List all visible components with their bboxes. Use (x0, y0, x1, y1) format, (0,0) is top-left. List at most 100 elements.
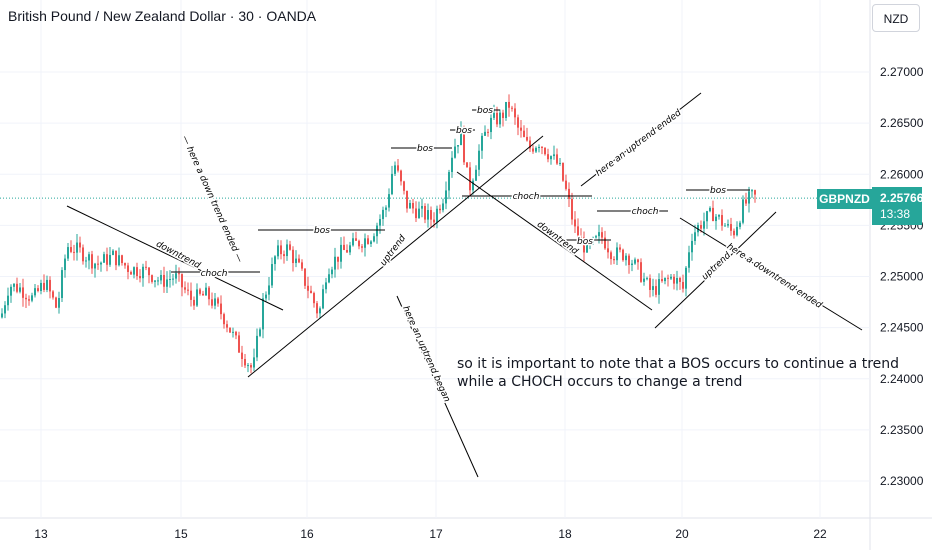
candle-body (148, 267, 150, 276)
candle-body (586, 243, 588, 253)
candle-body (580, 237, 582, 239)
candle-body (262, 298, 264, 330)
candle-body (538, 146, 540, 148)
candle-body (373, 236, 375, 242)
note-line-2: while a CHOCH occurs to change a trend (457, 374, 743, 390)
annotation-line (247, 135, 544, 378)
candle-body (1, 313, 3, 318)
candle-body (754, 190, 756, 195)
candle-body (679, 277, 681, 282)
candle-body (250, 365, 252, 368)
candle-body (643, 278, 645, 282)
currency-button[interactable]: NZD (872, 4, 920, 32)
candle-body (604, 237, 606, 249)
candle-body (85, 260, 87, 262)
candle-body (688, 252, 690, 268)
bar-countdown: 13:38 (880, 207, 911, 221)
candle-body (352, 238, 354, 246)
candle-body (625, 255, 627, 261)
candle-body (79, 242, 81, 248)
candle-body (235, 331, 237, 336)
candle-body (529, 140, 531, 149)
candle-body (121, 255, 123, 264)
candle-body (259, 329, 261, 336)
candle-body (472, 180, 474, 191)
candle-body (58, 297, 60, 308)
bos-label: bos (477, 106, 493, 116)
candle-body (211, 299, 213, 306)
candle-body (568, 188, 570, 199)
candle-body (724, 225, 726, 227)
candle-body (109, 254, 111, 265)
candle-body (514, 108, 516, 118)
candle-body (10, 286, 12, 296)
candle-body (424, 205, 426, 220)
candle-body (463, 127, 465, 163)
candle-body (355, 238, 357, 241)
candle-body (313, 293, 315, 304)
candle-body (499, 112, 501, 125)
candle-body (157, 280, 159, 282)
choch-label: choch (632, 207, 659, 217)
candle-body (664, 277, 666, 282)
candle-body (622, 249, 624, 261)
explanation-note: so it is important to note that a BOS oc… (457, 355, 899, 391)
candle-body (61, 270, 63, 298)
x-tick-label: 17 (429, 527, 443, 541)
candle-body (151, 275, 153, 282)
candle-body (400, 170, 402, 182)
candle-body (253, 357, 255, 368)
candle-body (199, 289, 201, 294)
candle-body (172, 278, 174, 280)
uptrend-label: uptrend (700, 251, 733, 283)
candle-body (742, 199, 744, 223)
candle-body (541, 146, 543, 148)
candle-body (88, 254, 90, 261)
candle-body (379, 219, 381, 226)
candle-body (694, 232, 696, 241)
candle-body (517, 117, 519, 128)
choch-label: choch (513, 192, 540, 202)
candle-body (187, 289, 189, 291)
candle-body (550, 156, 552, 160)
candle-body (286, 244, 288, 257)
candle-body (115, 250, 117, 266)
candle-body (112, 250, 114, 255)
candle-body (526, 136, 528, 141)
candle-body (493, 112, 495, 118)
candle-body (670, 276, 672, 279)
candle-body (139, 276, 141, 279)
candle-body (427, 210, 429, 220)
candle-body (16, 283, 18, 292)
candle-body (436, 208, 438, 223)
candle-body (358, 240, 360, 247)
candle-body (214, 298, 216, 306)
candle-body (616, 247, 618, 261)
candle-body (43, 282, 45, 290)
y-tick-label: 2.26500 (880, 116, 924, 130)
candle-body (685, 267, 687, 289)
candle-body (334, 256, 336, 270)
candle-body (241, 352, 243, 359)
candle-body (340, 244, 342, 262)
candle-body (343, 244, 345, 250)
annotation-line (580, 92, 702, 187)
candle-body (280, 245, 282, 255)
candle-body (292, 249, 294, 264)
candle-body (577, 226, 579, 238)
candle-body (76, 242, 78, 253)
candle-body (229, 327, 231, 333)
candle-body (607, 248, 609, 253)
candle-body (49, 279, 51, 292)
candle-body (598, 232, 600, 237)
candle-body (31, 295, 33, 301)
candle-body (175, 273, 177, 279)
candle-body (430, 210, 432, 220)
annotation-line (66, 205, 284, 311)
candle-body (103, 254, 105, 263)
candle-body (547, 154, 549, 160)
candle-body (661, 279, 663, 282)
candle-body (361, 246, 363, 248)
candle-body (178, 273, 180, 275)
